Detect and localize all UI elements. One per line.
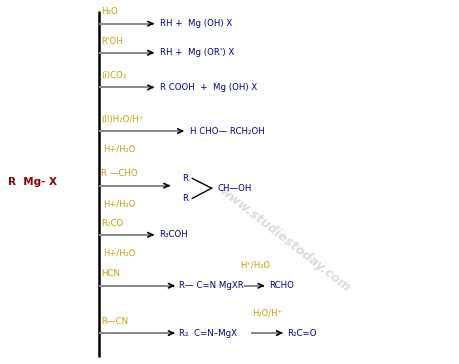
Text: H+/H₂O: H+/H₂O [103, 145, 135, 154]
Text: R— C=N MgXR: R— C=N MgXR [179, 281, 244, 290]
Text: R COOH  +  Mg (OH) X: R COOH + Mg (OH) X [159, 83, 256, 92]
Text: R₂CO: R₂CO [101, 218, 123, 228]
Text: RCHO: RCHO [269, 281, 293, 290]
Text: H+/H₂O: H+/H₂O [103, 249, 135, 257]
Text: (II)H₂O/H⁺: (II)H₂O/H⁺ [101, 115, 143, 124]
Text: H₂O: H₂O [101, 7, 118, 16]
Text: (i)CO₂: (i)CO₂ [101, 71, 126, 80]
Text: RH +  Mg (OR') X: RH + Mg (OR') X [159, 48, 233, 57]
Text: R —CHO: R —CHO [101, 169, 138, 178]
Text: CH—OH: CH—OH [217, 184, 252, 193]
Text: R—CN: R—CN [101, 317, 128, 326]
Text: H⁺/H₂O: H⁺/H₂O [240, 260, 270, 269]
Text: R₂  C=N–MgX: R₂ C=N–MgX [179, 329, 237, 337]
Text: H₂O/H⁺: H₂O/H⁺ [251, 308, 281, 317]
Text: R: R [181, 194, 187, 203]
Text: R₂C=O: R₂C=O [287, 329, 316, 337]
Text: R'OH: R'OH [101, 36, 123, 46]
Text: RH +  Mg (OH) X: RH + Mg (OH) X [159, 19, 231, 28]
Text: HCN: HCN [101, 269, 120, 278]
Text: R₃COH: R₃COH [159, 230, 188, 239]
Text: R  Mg- X: R Mg- X [8, 177, 56, 187]
Text: R: R [181, 174, 187, 183]
Text: H CHO— RCH₂OH: H CHO— RCH₂OH [189, 127, 264, 135]
Text: H+/H₂O: H+/H₂O [103, 199, 135, 208]
Text: www.studiestoday.com: www.studiestoday.com [217, 185, 353, 295]
